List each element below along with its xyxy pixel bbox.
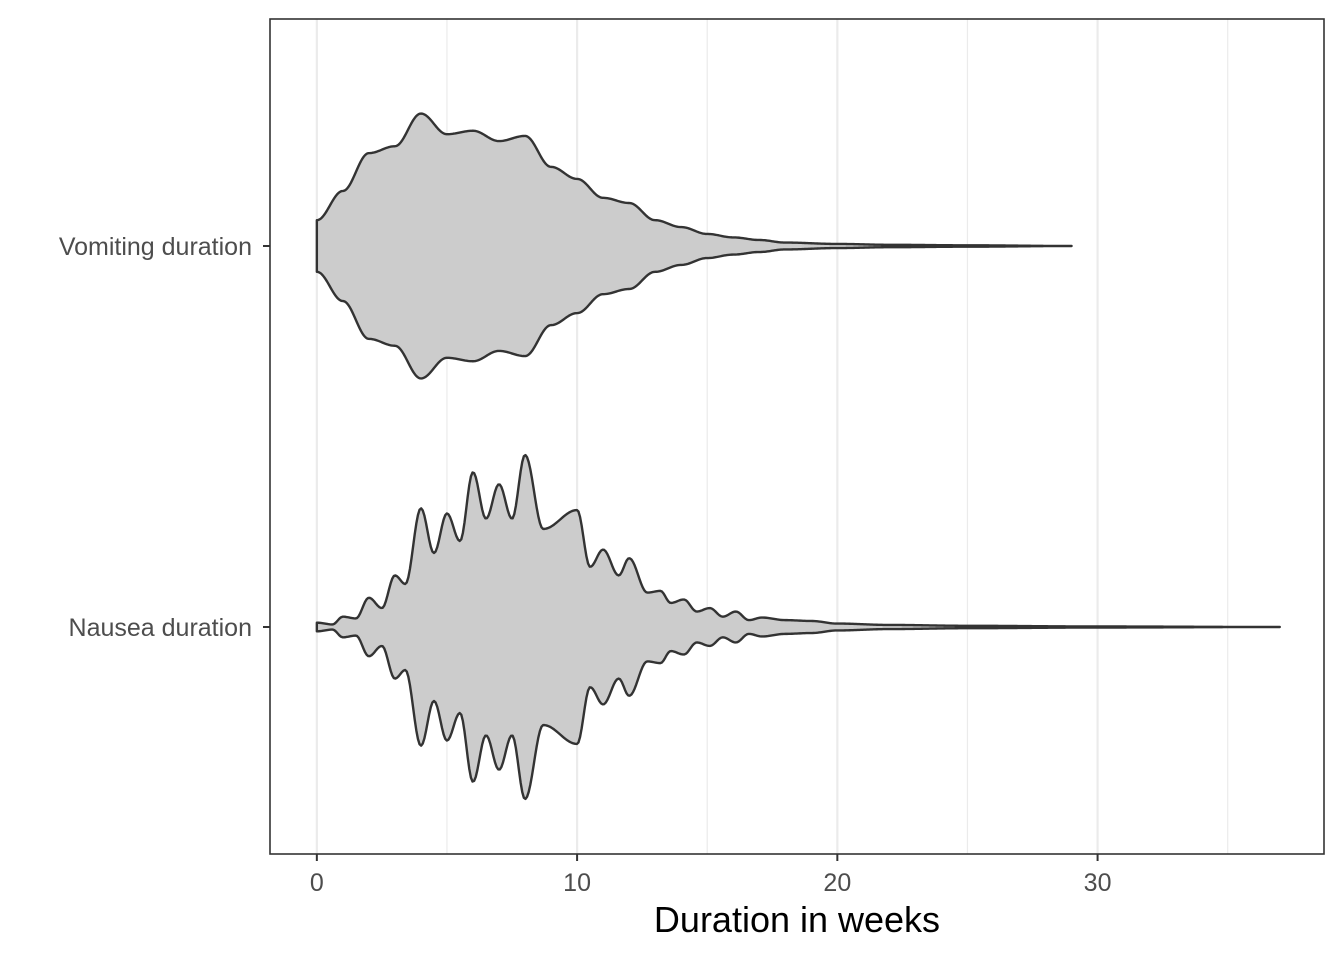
axes: 0 10 20 30 Vomiting duration Nausea duration: [59, 233, 1112, 897]
x-tick-label: 30: [1084, 869, 1112, 897]
x-axis-title: Duration in weeks: [654, 899, 940, 940]
violin-nausea-duration: [315, 453, 1281, 801]
x-tick-label: 0: [310, 869, 324, 897]
panel-border: [269, 18, 1325, 855]
x-tick-label: 20: [823, 869, 851, 897]
violin-vomiting-duration: [315, 112, 1073, 380]
y-category-label: Vomiting duration: [59, 233, 252, 261]
violins: [315, 112, 1281, 801]
y-category-label: Nausea duration: [69, 614, 252, 642]
x-tick-label: 10: [563, 869, 591, 897]
